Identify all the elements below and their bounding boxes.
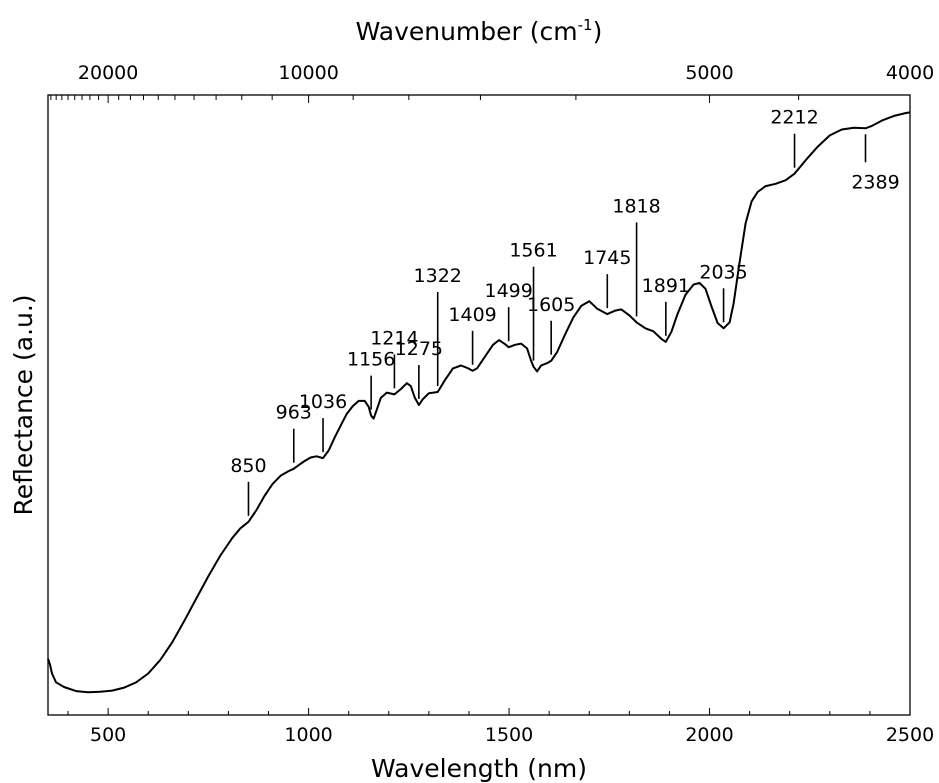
top-tick-label: 4000	[886, 62, 934, 84]
spectrum-line	[47, 111, 911, 694]
annotation-label: 1891	[642, 275, 690, 297]
bottom-tick-group: 500 1000 1500 2000 2500	[67, 708, 934, 746]
x-tick-label: 2500	[886, 724, 934, 746]
annotation-label: 2212	[770, 107, 818, 129]
annotation-label: 1818	[612, 195, 660, 217]
annotation-label: 1605	[527, 294, 575, 316]
annotation-label: 963	[276, 402, 312, 424]
x-tick-label: 2000	[685, 724, 733, 746]
top-tick-group: 20000 10000 5000 4000	[50, 62, 934, 103]
annotation-label: 1322	[414, 265, 462, 287]
annotation-label: 1036	[299, 391, 347, 413]
top-tick-label: 20000	[78, 62, 138, 84]
annotation-label: 1214	[370, 327, 418, 349]
x-tick-label: 1000	[284, 724, 332, 746]
annotation-label: 1499	[484, 280, 532, 302]
annotation-label: 2389	[851, 171, 899, 193]
annotation-label: 2035	[699, 261, 747, 283]
x-tick-label: 1500	[485, 724, 533, 746]
top-tick-label: 5000	[685, 62, 733, 84]
top-tick-label: 10000	[278, 62, 338, 84]
annotation-label: 1275	[395, 338, 443, 360]
annotation-label: 1156	[347, 349, 395, 371]
x-tick-label: 500	[90, 724, 126, 746]
x-axis-title: Wavelength (nm)	[371, 754, 587, 783]
annotation-label: 1745	[583, 247, 631, 269]
annotation-label: 1409	[448, 304, 496, 326]
annotation-label: 850	[230, 455, 266, 477]
plot-frame	[47, 94, 911, 716]
top-axis-title: Wavenumber (cm-1)	[356, 16, 603, 46]
annotation-label: 1561	[509, 240, 557, 262]
y-axis-title: Reflectance (a.u.)	[9, 294, 38, 515]
